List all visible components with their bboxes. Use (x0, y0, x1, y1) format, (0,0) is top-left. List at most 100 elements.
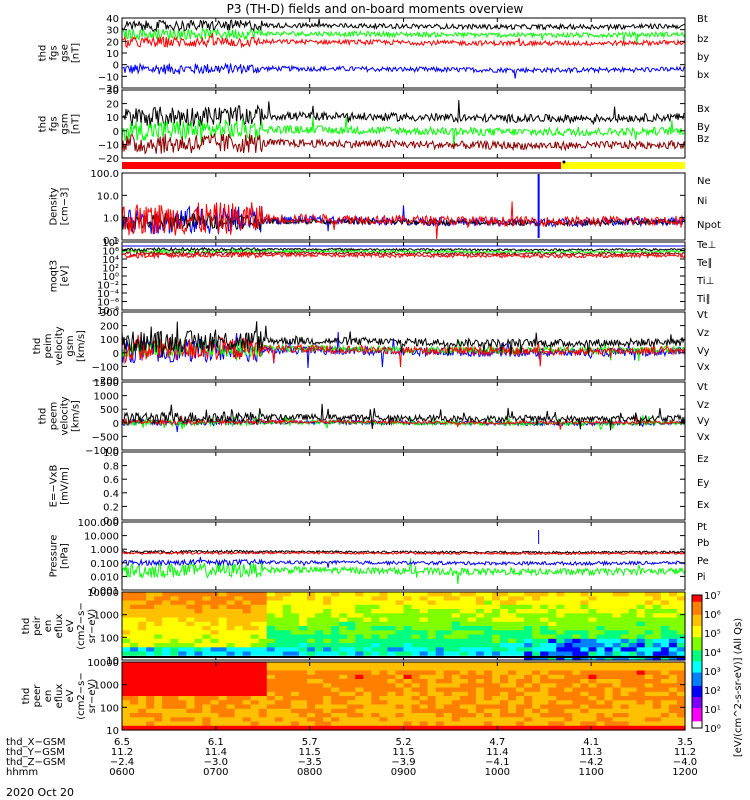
ion-spectrogram-cell (339, 655, 348, 661)
ion-spectrogram-cell (315, 621, 324, 627)
ion-spectrogram-cell (323, 655, 332, 661)
ion-spectrogram-cell (186, 651, 195, 657)
electron-spectrogram-cell (194, 662, 203, 667)
ion-spectrogram-cell (427, 604, 437, 610)
ion-spectrogram-cell (516, 626, 525, 631)
ion-spectrogram-cell (532, 626, 541, 631)
electron-spectrogram-cell (282, 679, 292, 684)
ion-spectrogram-cell (580, 651, 589, 657)
ion-spectrogram-cell (130, 613, 139, 619)
electron-spectrogram-cell (194, 713, 203, 718)
colorbar-cell (692, 634, 702, 638)
electron-spectrogram-cell (194, 700, 203, 706)
ion-spectrogram-cell (443, 634, 453, 640)
electron-spectrogram-cell (226, 683, 236, 689)
electron-spectrogram-cell (234, 662, 244, 667)
electron-spectrogram-cell (298, 700, 308, 706)
electron-spectrogram-cell (290, 670, 300, 676)
electron-spectrogram-cell (387, 717, 396, 723)
ion-spectrogram-cell (403, 647, 413, 653)
electron-spectrogram-cell (475, 674, 485, 680)
electron-spectrogram-cell (419, 713, 429, 718)
electron-spectrogram-cell (660, 687, 670, 693)
ion-spectrogram-cell (202, 634, 211, 640)
ion-spectrogram-cell (146, 643, 155, 648)
ion-spectrogram-cell (636, 613, 646, 619)
electron-spectrogram-cell (419, 666, 429, 672)
electron-spectrogram-cell (250, 708, 260, 714)
ion-spectrogram-cell (250, 651, 260, 657)
ion-spectrogram-cell (162, 638, 171, 644)
ion-spectrogram-cell (451, 643, 461, 648)
legend-entry: Ey (697, 478, 709, 489)
ion-spectrogram-cell (620, 592, 630, 597)
ion-spectrogram-cell (483, 647, 493, 653)
electron-spectrogram-cell (186, 725, 195, 731)
electron-spectrogram-cell (660, 704, 670, 710)
electron-spectrogram-cell (363, 713, 372, 718)
electron-spectrogram-cell (186, 679, 195, 684)
ion-spectrogram-cell (588, 638, 598, 644)
ion-spectrogram-cell (290, 596, 300, 602)
y-tick-label: −20 (98, 84, 119, 95)
electron-spectrogram-cell (202, 696, 211, 701)
electron-spectrogram-cell (218, 679, 228, 684)
ion-spectrogram-cell (556, 643, 565, 648)
ion-spectrogram-cell (652, 600, 662, 606)
ion-spectrogram-cell (258, 655, 268, 661)
ion-spectrogram-cell (467, 613, 477, 619)
ion-spectrogram-cell (475, 643, 485, 648)
ion-spectrogram-cell (130, 621, 139, 627)
electron-spectrogram-cell (154, 674, 163, 680)
electron-spectrogram-cell (564, 721, 573, 727)
ion-spectrogram-cell (628, 621, 638, 627)
colorbar-cell (692, 637, 702, 640)
electron-spectrogram-cell (636, 662, 646, 667)
electron-spectrogram-cell (524, 717, 533, 723)
electron-spectrogram-cell (146, 691, 155, 697)
electron-spectrogram-cell (178, 725, 187, 731)
electron-spectrogram-cell (218, 683, 228, 689)
ion-spectrogram-cell (282, 626, 292, 631)
ion-spectrogram-cell (387, 655, 396, 661)
electron-spectrogram-cell (154, 721, 163, 727)
ion-spectrogram-cell (122, 609, 131, 614)
ion-spectrogram-cell (620, 604, 630, 610)
ion-spectrogram-cell (483, 609, 493, 614)
colorbar-tick: 10³ (704, 667, 721, 678)
electron-spectrogram-cell (138, 683, 147, 689)
y-axis-label: peer (32, 684, 43, 708)
ion-spectrogram-cell (274, 630, 284, 636)
electron-spectrogram-cell (387, 679, 396, 684)
electron-spectrogram-cell (443, 708, 453, 714)
ion-spectrogram-cell (532, 621, 541, 627)
electron-spectrogram-cell (154, 725, 163, 731)
colorbar-cell (692, 696, 702, 700)
electron-spectrogram-cell (459, 725, 469, 731)
ion-spectrogram-cell (636, 630, 646, 636)
ion-spectrogram-cell (540, 634, 549, 640)
electron-spectrogram-cell (387, 708, 396, 714)
ion-spectrogram-cell (483, 613, 493, 619)
ion-spectrogram-cell (226, 634, 236, 640)
y-tick-label: 30 (106, 26, 119, 37)
colorbar-cell (692, 595, 702, 598)
electron-spectrogram-cell (660, 691, 670, 697)
electron-spectrogram-cell (218, 704, 228, 710)
y-axis-label: peim (43, 333, 54, 358)
ion-spectrogram-cell (652, 621, 662, 627)
electron-spectrogram-cell (290, 687, 300, 693)
electron-spectrogram-cell (475, 666, 485, 672)
ion-spectrogram-cell (154, 647, 163, 653)
electron-spectrogram-cell (339, 725, 348, 731)
y-axis-label: Pressure (49, 535, 60, 578)
electron-spectrogram-cell (323, 679, 332, 684)
electron-spectrogram-cell (508, 725, 517, 731)
ion-spectrogram-cell (435, 643, 445, 648)
electron-spectrogram-cell (250, 717, 260, 723)
electron-spectrogram-cell (290, 679, 300, 684)
ion-spectrogram-cell (130, 638, 139, 644)
electron-spectrogram-cell (315, 683, 324, 689)
ion-spectrogram-cell (202, 647, 211, 653)
electron-spectrogram-cell (122, 666, 131, 672)
